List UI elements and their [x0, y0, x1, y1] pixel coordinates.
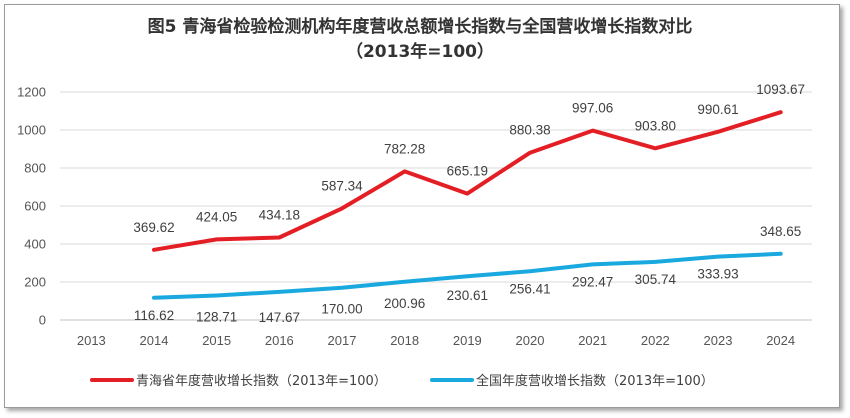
data-label-qinghai-2022: 903.80	[635, 118, 676, 133]
data-label-national-2022: 305.74	[635, 272, 677, 287]
y-tick-label-1200: 1200	[17, 85, 46, 100]
x-tick-label-2013: 2013	[77, 333, 106, 348]
series-line-qinghai	[152, 110, 783, 252]
data-label-national-2015: 128.71	[196, 310, 237, 325]
data-labels: 369.62 424.05 434.18 587.34 782.28 665.19 880.…	[133, 82, 805, 325]
data-label-qinghai-2018: 782.28	[384, 141, 425, 156]
data-label-national-2017: 170.00	[321, 302, 362, 317]
y-tick-label-1000: 1000	[17, 123, 46, 138]
legend: 青海省年度营收增长指数（2013年=100） 全国年度营收增长指数（2013年=…	[90, 373, 714, 389]
legend-label-qinghai: 青海省年度营收增长指数（2013年=100）	[136, 373, 387, 389]
chart-subtitle: （2013年=100）	[346, 41, 494, 62]
x-tick-label-2019: 2019	[453, 333, 482, 348]
x-tick-label-2024: 2024	[766, 333, 795, 348]
data-label-qinghai-2021: 997.06	[572, 101, 613, 116]
data-label-national-2023: 333.93	[697, 267, 738, 282]
x-tick-label-2017: 2017	[328, 333, 357, 348]
data-label-qinghai-2014: 369.62	[133, 220, 174, 235]
y-axis-ticks: 0 200 400 600 800 1000 1200	[17, 85, 46, 328]
data-label-national-2019: 230.61	[447, 288, 488, 303]
y-tick-label-0: 0	[39, 313, 46, 328]
chart-title: 图5 青海省检验检测机构年度营收总额增长指数与全国营收增长指数对比	[148, 16, 693, 37]
y-tick-label-400: 400	[24, 237, 46, 252]
data-label-national-2024: 348.65	[760, 224, 801, 239]
legend-label-national: 全国年度营收增长指数（2013年=100）	[476, 373, 714, 389]
data-label-qinghai-2016: 434.18	[259, 208, 300, 223]
x-tick-label-2018: 2018	[390, 333, 419, 348]
data-label-national-2021: 292.47	[572, 274, 613, 289]
data-label-qinghai-2020: 880.38	[509, 123, 550, 138]
series-lines	[152, 110, 783, 300]
y-tick-label-200: 200	[24, 275, 46, 290]
x-tick-label-2015: 2015	[202, 333, 231, 348]
x-tick-label-2021: 2021	[578, 333, 607, 348]
gridlines	[60, 91, 812, 321]
data-label-qinghai-2023: 990.61	[697, 102, 738, 117]
y-tick-label-800: 800	[24, 161, 46, 176]
data-label-national-2018: 200.96	[384, 296, 425, 311]
x-tick-label-2023: 2023	[704, 333, 733, 348]
x-tick-label-2016: 2016	[265, 333, 294, 348]
data-label-qinghai-2017: 587.34	[321, 178, 363, 193]
x-tick-label-2022: 2022	[641, 333, 670, 348]
x-tick-label-2014: 2014	[140, 333, 169, 348]
data-label-qinghai-2019: 665.19	[447, 164, 488, 179]
data-label-national-2014: 116.62	[134, 308, 174, 323]
x-tick-label-2020: 2020	[516, 333, 545, 348]
x-axis-ticks: 2013 2014 2015 2016 2017 2018 2019 2020 2021 2022…	[77, 333, 795, 348]
data-label-national-2020: 256.41	[509, 281, 550, 296]
series-line-national	[152, 251, 783, 300]
data-label-qinghai-2015: 424.05	[196, 209, 237, 224]
data-label-national-2016: 147.67	[259, 310, 300, 325]
y-tick-label-600: 600	[24, 199, 46, 214]
data-label-qinghai-2024: 1093.67	[756, 82, 805, 97]
